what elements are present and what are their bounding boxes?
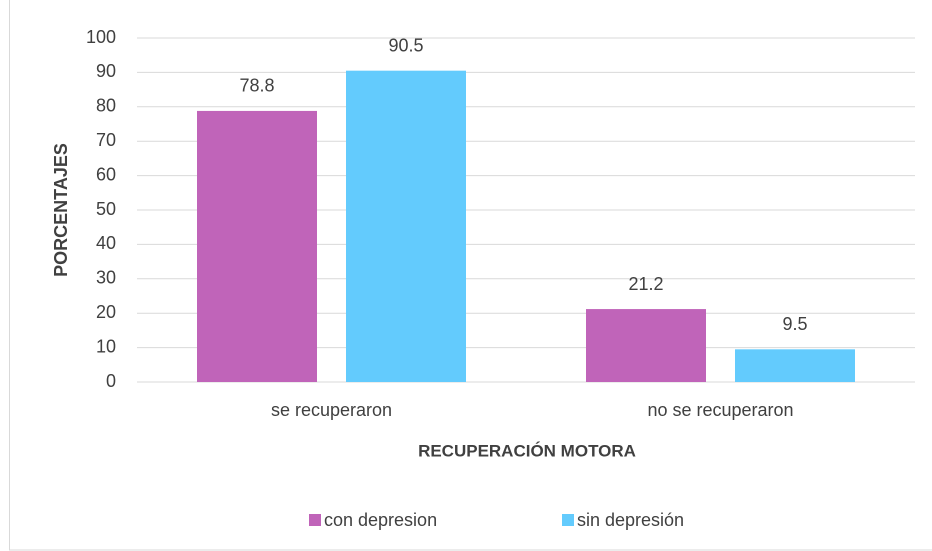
- legend-swatch: [309, 514, 321, 526]
- y-tick-label: 30: [96, 268, 116, 288]
- y-axis-title: PORCENTAJES: [51, 143, 71, 277]
- y-tick-label: 40: [96, 233, 116, 253]
- y-tick-label: 70: [96, 130, 116, 150]
- chart-frame: [9, 0, 932, 551]
- bar: [586, 309, 706, 382]
- x-tick-label: se recuperaron: [271, 400, 392, 420]
- data-label: 78.8: [239, 76, 274, 96]
- y-tick-label: 20: [96, 302, 116, 322]
- y-tick-label: 10: [96, 336, 116, 356]
- bar: [735, 349, 855, 382]
- y-tick-label: 80: [96, 96, 116, 116]
- bar: [346, 70, 466, 383]
- legend-label: sin depresión: [577, 510, 684, 530]
- data-label: 9.5: [782, 314, 807, 334]
- y-tick-label: 90: [96, 61, 116, 81]
- legend-swatch: [562, 514, 574, 526]
- x-tick-label: no se recuperaron: [647, 400, 793, 420]
- y-tick-label: 0: [106, 371, 116, 391]
- data-label: 90.5: [388, 35, 423, 55]
- legend-label: con depresion: [324, 510, 437, 530]
- y-tick-label: 100: [86, 27, 116, 47]
- data-label: 21.2: [628, 274, 663, 294]
- y-tick-label: 60: [96, 164, 116, 184]
- bar: [197, 110, 317, 382]
- y-tick-label: 50: [96, 199, 116, 219]
- x-axis-title: RECUPERACIÓN MOTORA: [418, 441, 636, 460]
